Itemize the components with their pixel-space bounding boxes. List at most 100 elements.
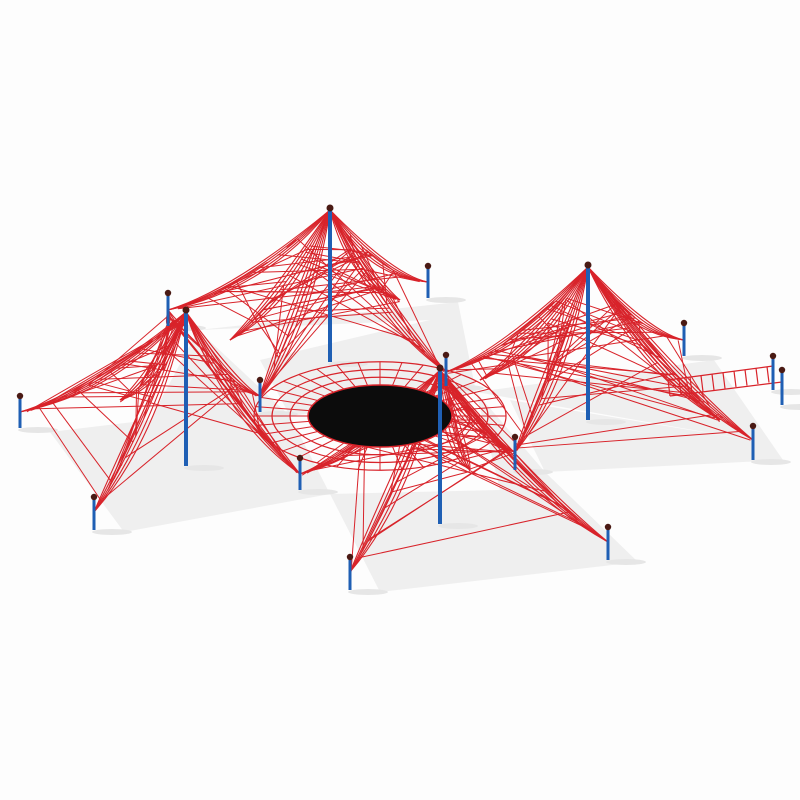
post-shadow — [606, 559, 646, 565]
rope-mesh — [456, 368, 501, 371]
rope-mesh — [52, 402, 113, 483]
rope-mesh — [643, 345, 691, 389]
rope-mesh — [477, 359, 488, 378]
ring-spoke — [442, 388, 490, 401]
rope-mesh — [391, 296, 413, 338]
rope-mesh — [713, 413, 719, 418]
rope-mesh — [692, 390, 720, 423]
post-cap — [778, 366, 786, 374]
rope-mesh — [65, 395, 129, 398]
rope-mesh — [41, 340, 153, 407]
ring-spoke — [261, 426, 313, 435]
rope-mesh — [381, 288, 426, 353]
rope-mesh — [677, 340, 691, 397]
rope-mesh — [468, 469, 585, 526]
rope-mesh — [146, 316, 171, 380]
ladder-rung — [700, 375, 704, 392]
rope-mesh — [161, 324, 175, 358]
post — [298, 458, 302, 490]
post-shadow — [780, 404, 800, 410]
ring-spoke — [357, 446, 368, 470]
rope-mesh — [488, 353, 669, 376]
rope-mesh — [120, 464, 123, 466]
rope-mesh — [113, 321, 182, 480]
rope-mesh — [99, 342, 151, 380]
rope — [587, 266, 721, 421]
ring-spoke — [434, 380, 477, 397]
rope-mesh — [150, 402, 263, 435]
post-shadow — [771, 389, 800, 395]
ring-spoke — [283, 380, 326, 397]
ring-spoke — [261, 397, 313, 406]
ring-spoke — [270, 388, 318, 401]
ladder-rung — [711, 373, 715, 391]
rope-mesh — [286, 239, 297, 248]
rope-mesh — [227, 281, 287, 289]
rope — [167, 209, 331, 311]
rope-mesh — [229, 376, 232, 391]
rope-mesh — [538, 316, 564, 343]
rope — [514, 266, 589, 453]
post — [166, 293, 170, 326]
post-cap — [256, 376, 264, 384]
rope-mesh — [38, 407, 102, 502]
rope — [185, 311, 301, 475]
rope — [514, 266, 589, 453]
post — [426, 266, 430, 298]
post-cap — [164, 289, 172, 297]
rope-mesh — [541, 385, 688, 400]
ring-spoke — [426, 439, 462, 458]
ladder-rung — [733, 370, 737, 388]
rope-mesh — [273, 315, 297, 370]
ring-spoke — [392, 362, 403, 386]
ring-spoke — [447, 426, 499, 435]
ladder-rung — [667, 379, 671, 397]
post-cap — [346, 553, 354, 561]
rope — [93, 311, 187, 513]
rope-mesh — [245, 389, 248, 392]
rope-mesh — [110, 371, 133, 394]
rope — [587, 266, 685, 341]
posts — [16, 204, 786, 590]
trampoline-net-ring — [253, 361, 507, 471]
net-shadow — [476, 360, 783, 472]
rope-mesh — [640, 321, 642, 324]
ring-spoke — [357, 362, 368, 386]
post-cap — [16, 392, 24, 400]
post-shadow — [586, 419, 626, 425]
rope-mesh — [352, 250, 374, 257]
rope-mesh — [178, 267, 364, 309]
rope-mesh — [550, 304, 662, 359]
rope-mesh — [445, 373, 520, 447]
rope-mesh — [621, 307, 625, 312]
post-cap — [769, 352, 777, 360]
post-cap — [604, 523, 612, 531]
post — [682, 323, 686, 356]
rope-mesh — [444, 378, 511, 452]
post-shadow — [18, 427, 58, 433]
post-cap — [511, 433, 519, 441]
post — [18, 396, 22, 428]
rope-mesh — [381, 270, 395, 290]
rope-mesh — [125, 383, 239, 458]
rope-mesh — [477, 356, 483, 361]
rope-mesh — [142, 348, 215, 364]
rope-mesh — [286, 252, 354, 339]
rope — [587, 266, 721, 421]
rope-mesh — [483, 355, 716, 419]
rope-mesh — [26, 322, 181, 413]
rope-mesh — [206, 296, 254, 322]
rope — [185, 311, 261, 397]
post — [780, 370, 784, 405]
rope — [167, 209, 331, 311]
rope-mesh — [219, 372, 246, 412]
ring-spoke — [298, 374, 334, 393]
rope-mesh — [359, 511, 568, 559]
ladder-rung — [689, 376, 693, 394]
rope — [167, 209, 331, 311]
rope-nets — [19, 209, 783, 573]
rope — [185, 311, 301, 475]
ring-spoke — [404, 444, 424, 468]
rope-mesh — [141, 384, 247, 391]
post — [184, 310, 188, 466]
